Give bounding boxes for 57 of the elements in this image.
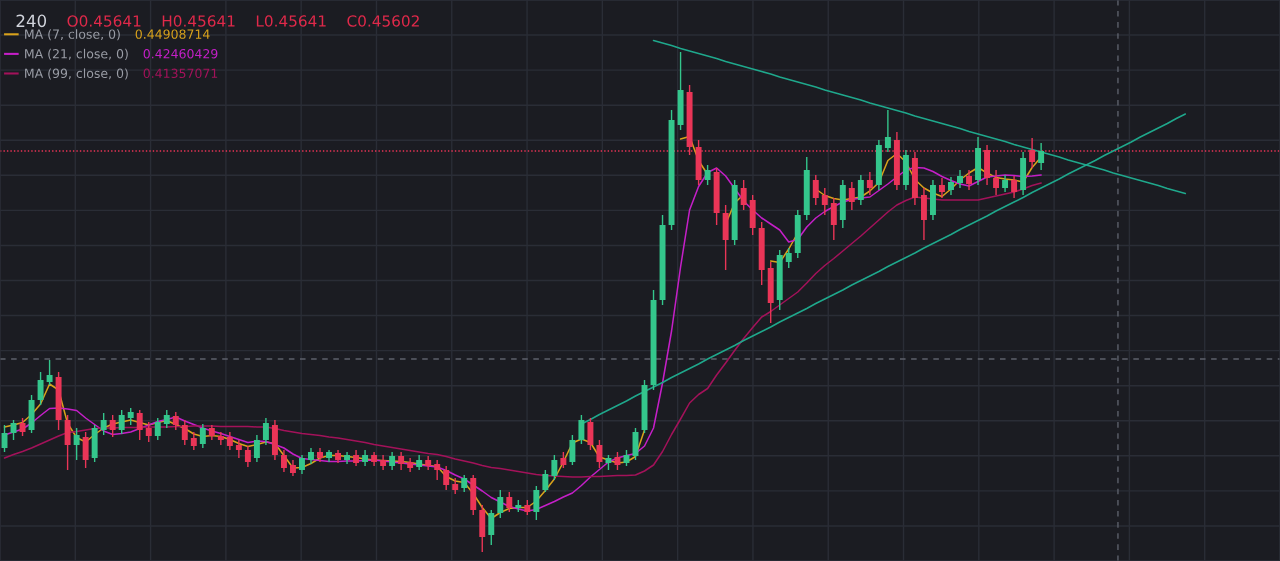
candlestick: [1038, 142, 1045, 171]
candlestick: [596, 439, 603, 469]
candlestick: [434, 459, 441, 481]
text: L0.45641: [256, 15, 326, 27]
candlestick: [73, 427, 80, 461]
candlestick: [857, 174, 864, 206]
annotation: 0.42460429: [143, 48, 218, 59]
candlestick: [1011, 175, 1018, 199]
candlestick: [812, 174, 819, 206]
text: H0.45641: [162, 15, 235, 27]
candlestick: [181, 419, 188, 446]
candlestick: [506, 491, 513, 513]
candlestick: [966, 169, 972, 191]
candlestick: [136, 409, 143, 441]
candlestick: [993, 169, 1000, 196]
candlestick: [82, 431, 89, 469]
candlestick: [100, 412, 107, 436]
candlestick: [37, 371, 44, 406]
candlestick: [866, 171, 873, 196]
candlestick: [299, 454, 305, 475]
candlestick: [830, 197, 837, 241]
candlestick: [235, 439, 242, 459]
candlestick: [497, 489, 504, 519]
chart-title: 240: [16, 14, 47, 28]
candlestick: [785, 247, 792, 269]
candlestick: [262, 417, 269, 446]
candlestick: [244, 445, 251, 468]
legend-label: MA (99, close, 0): [25, 68, 128, 80]
candlestick: [884, 109, 891, 153]
candlestick: [253, 434, 260, 463]
candlestick: [569, 434, 576, 466]
candlestick: [533, 485, 540, 521]
candlestick: [154, 417, 161, 441]
candlestick: [46, 359, 53, 386]
candlestick: [118, 409, 125, 435]
candlestick: [542, 469, 549, 493]
candlestick: [587, 417, 594, 451]
text: O0.45641: [67, 15, 141, 27]
candlestick: [443, 465, 450, 491]
candlestick: [199, 423, 206, 449]
candlestick: [280, 449, 287, 473]
candlestick: [488, 509, 495, 546]
candlestick: [821, 187, 828, 216]
legend-label: MA (21, close, 0): [25, 48, 128, 60]
candlestick: [740, 179, 747, 211]
candlestick: [704, 164, 711, 186]
candlestick: [145, 421, 152, 443]
candlestick: [578, 414, 585, 445]
text: 0.44908714: [135, 29, 210, 39]
candlestick: [217, 431, 224, 446]
legend-label: MA (7, close, 0): [25, 29, 120, 41]
candlestick: [939, 177, 945, 199]
text: C0.45602: [347, 15, 419, 27]
candlestick: [109, 414, 116, 438]
candlestick: [551, 454, 558, 481]
candlestick: [848, 181, 855, 211]
annotation: 0.41357071: [143, 68, 218, 79]
